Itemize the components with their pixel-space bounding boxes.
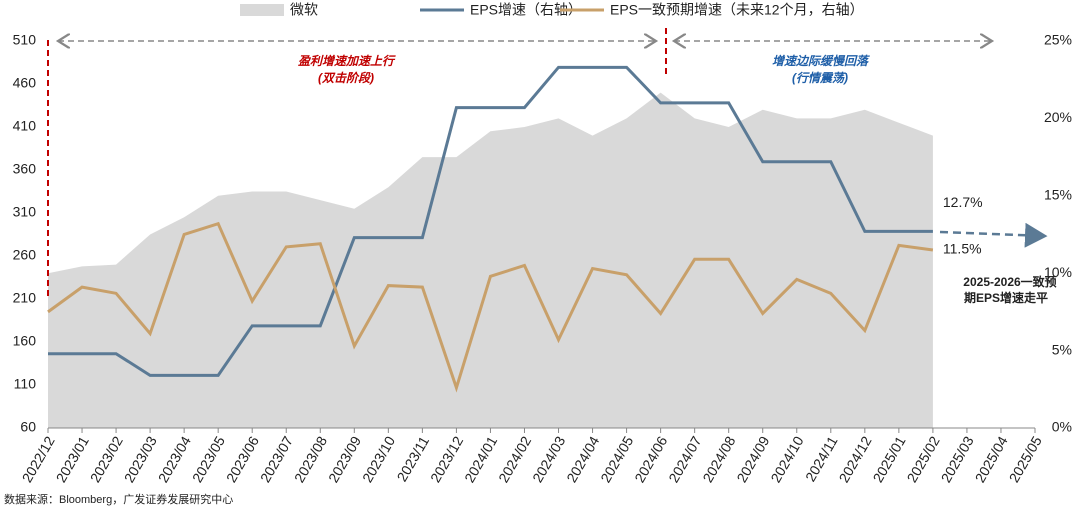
- legend-swatch: [240, 4, 284, 16]
- annotation: (双击阶段): [318, 71, 374, 85]
- annotation: 期EPS增速走平: [964, 290, 1048, 305]
- y-tick-label: 460: [13, 75, 37, 91]
- y-tick-label: 210: [13, 290, 37, 306]
- x-tick-label: 2024/10: [767, 433, 806, 485]
- y2-tick-label: 10%: [1044, 264, 1072, 280]
- legend-label: EPS一致预期增速（未来12个月，右轴）: [610, 2, 864, 18]
- area: [48, 92, 933, 428]
- y2-tick-label: 15%: [1044, 187, 1072, 203]
- y2-tick-label: 20%: [1044, 109, 1072, 125]
- y-tick-label: 310: [13, 204, 37, 220]
- forecast-arrow: [939, 222, 1048, 248]
- annotation: 增速边际缓慢回落: [772, 54, 870, 68]
- y2-tick-label: 0%: [1052, 419, 1072, 435]
- legend-label: EPS增速（右轴）: [470, 2, 582, 18]
- source: 数据来源：Bloomberg，广发证券发展研究中心: [4, 492, 233, 506]
- y-tick-label: 510: [13, 32, 37, 48]
- y-tick-label: 360: [13, 161, 37, 177]
- annotation: (行情震荡): [792, 71, 848, 85]
- annotation: 2025-2026一致预: [963, 274, 1056, 289]
- line: [47, 221, 934, 393]
- line: [48, 65, 933, 377]
- y-tick-label: 110: [14, 376, 37, 392]
- y2-tick-label: 25%: [1044, 32, 1072, 48]
- y-tick-label: 410: [13, 118, 37, 134]
- y-tick-label: 160: [13, 333, 37, 349]
- plot-area: [47, 65, 934, 428]
- y2-tick-label: 5%: [1052, 341, 1072, 357]
- data-label: 12.7%: [943, 194, 983, 210]
- x-tick-label: 2023/10: [359, 433, 398, 485]
- y-tick-label: 260: [13, 247, 37, 263]
- data-label: 11.5%: [943, 241, 982, 257]
- x-tick-label: 2025/05: [1006, 433, 1045, 485]
- legend-label: 微软: [290, 2, 318, 18]
- annotation: 盈利增速加速上行: [298, 54, 396, 68]
- y-tick-label: 60: [20, 419, 36, 435]
